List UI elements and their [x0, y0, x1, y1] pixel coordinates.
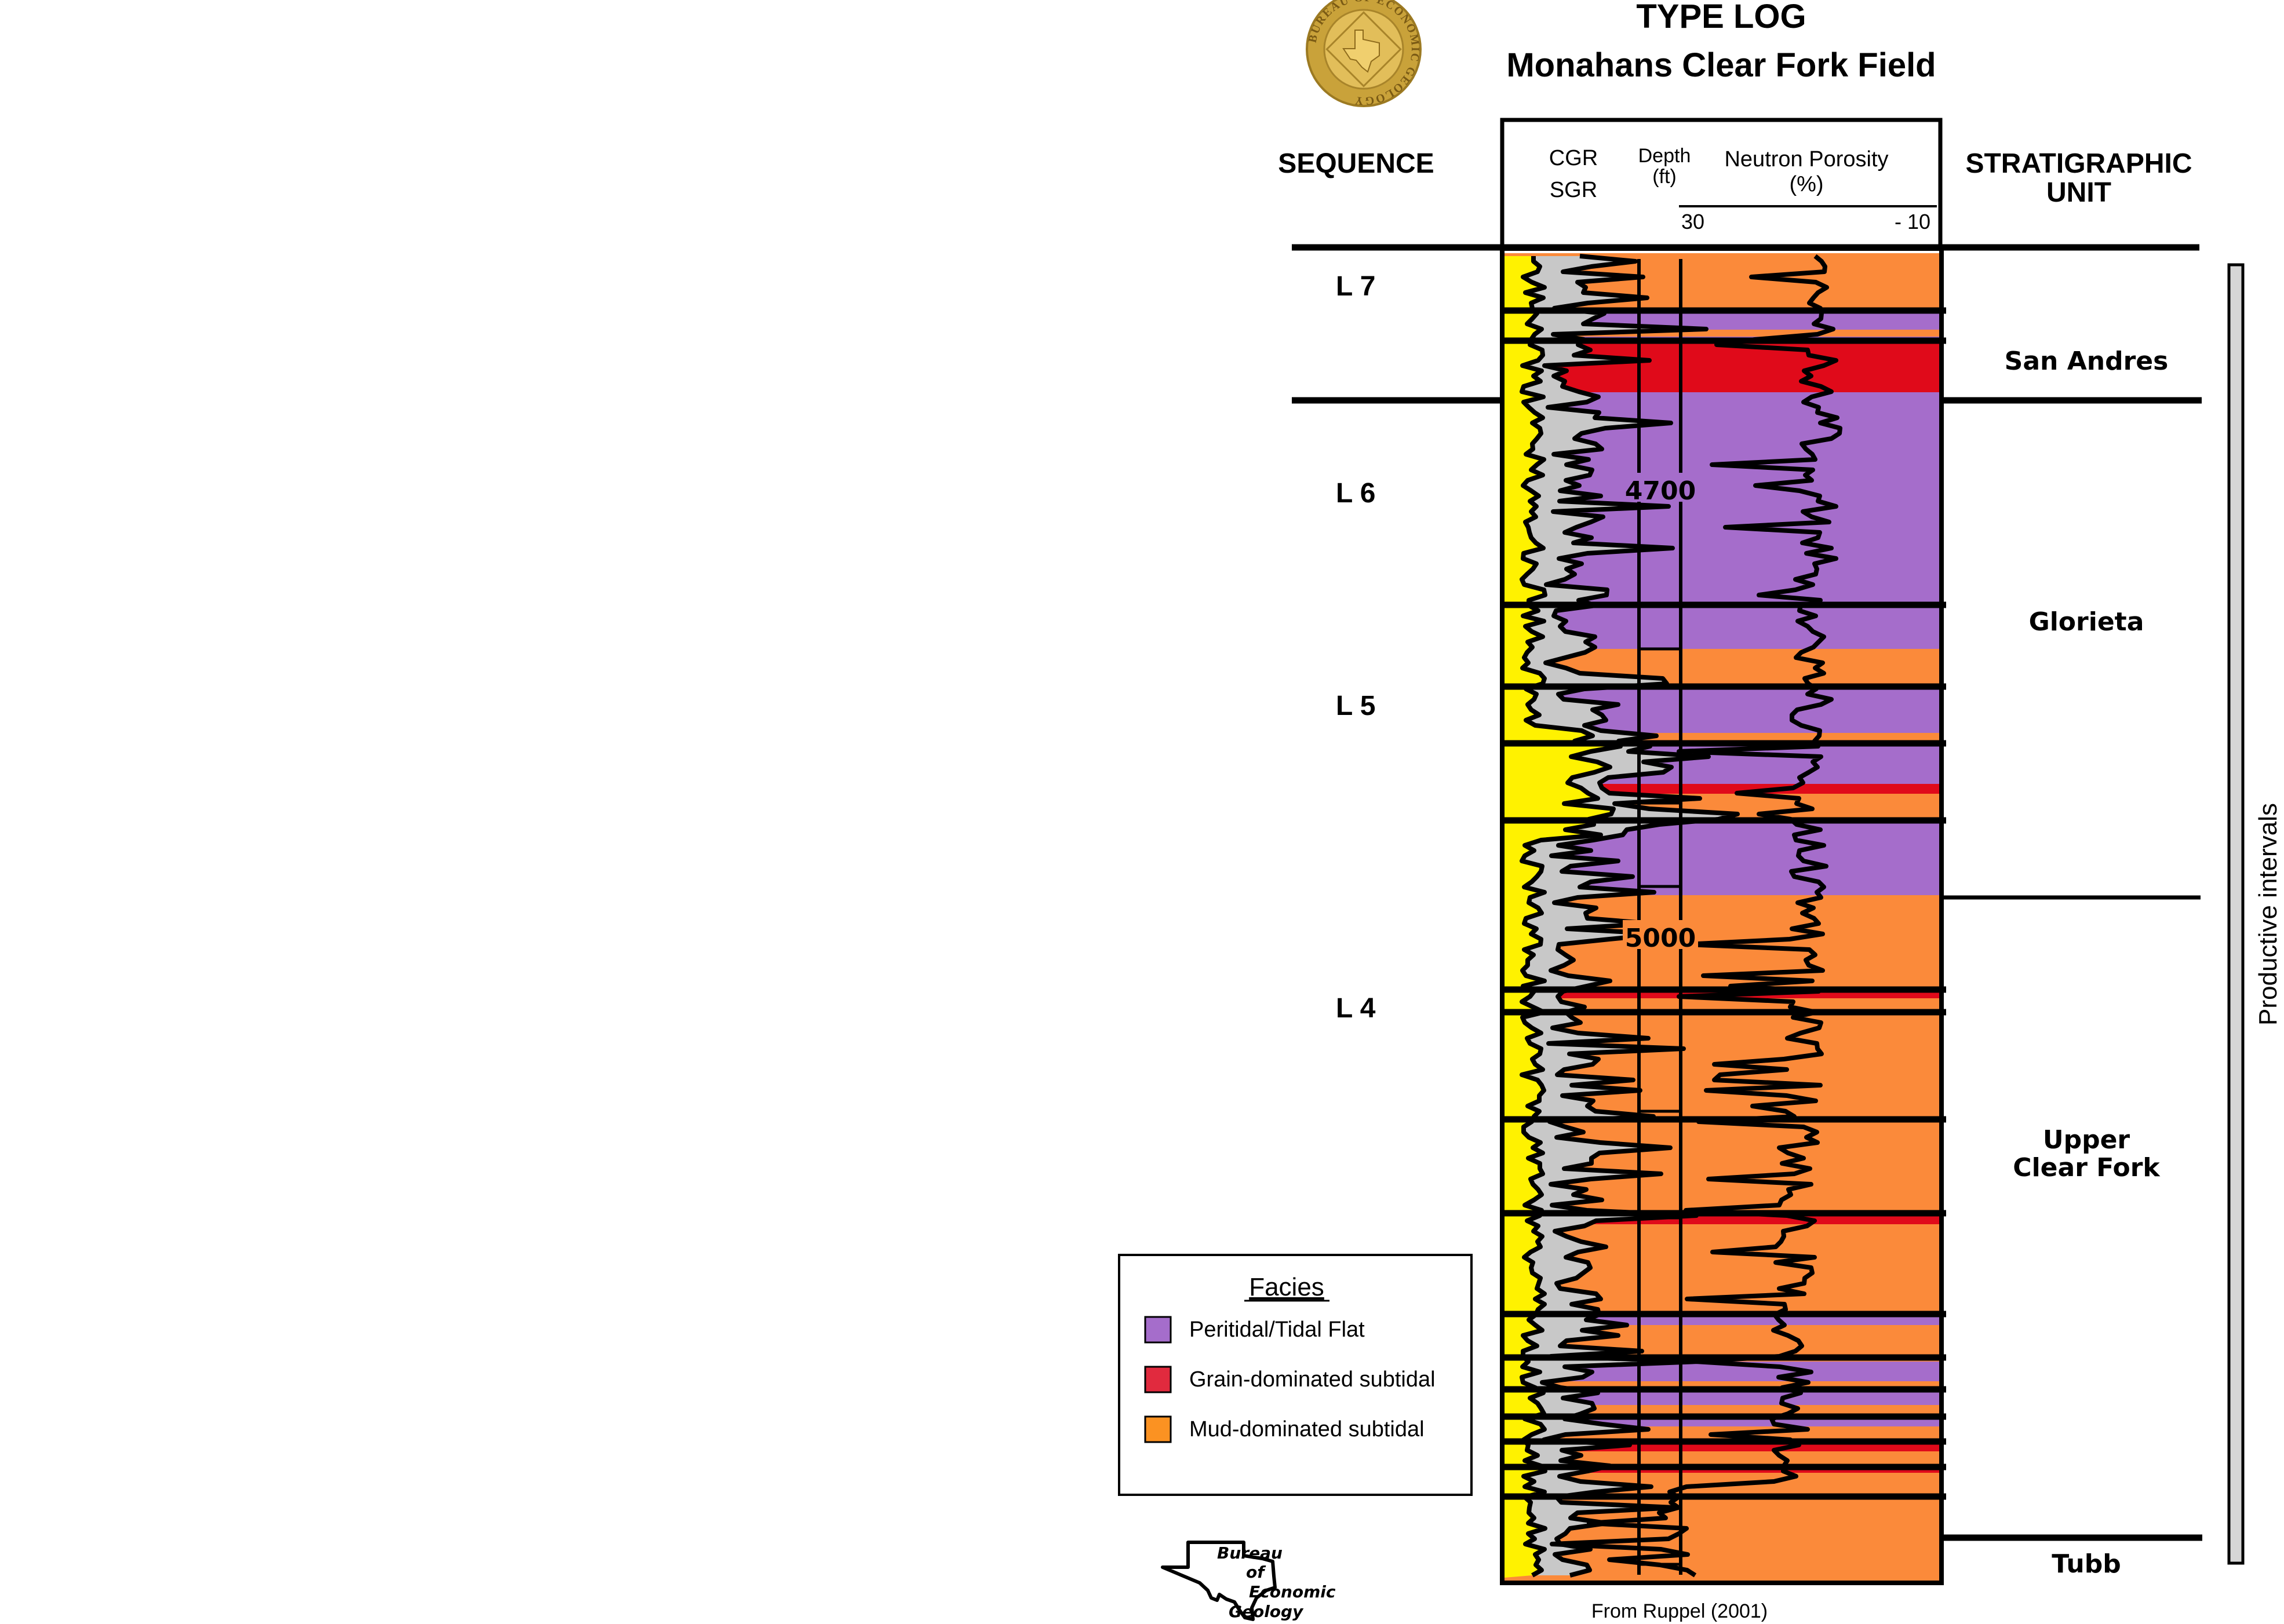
strat-unit-label: Glorieta — [2029, 607, 2144, 637]
legend-swatch — [1144, 1366, 1172, 1393]
porosity-scale-left: 30 — [1681, 210, 1704, 233]
strat-unit-label: Tubb — [2052, 1549, 2121, 1579]
bureau-seal-icon: BUREAU OF ECONOMIC GEOLOGY — [1306, 0, 1422, 107]
legend-item-label: Mud-dominated subtidal — [1189, 1417, 1425, 1441]
title-line1: TYPE LOG — [1636, 0, 1806, 35]
productive-intervals-bar: Productive intervals — [2227, 263, 2282, 1565]
sequence-label: L 7 — [1336, 271, 1375, 302]
sequence-heading: SEQUENCE — [1278, 148, 1434, 179]
texas-outline-icon — [1161, 1541, 1277, 1621]
sequence-label: L 5 — [1336, 691, 1375, 721]
log-header: CGR SGR Depth (ft) Neutron Porosity (%) … — [1500, 118, 1943, 251]
strat-unit-label: Upper — [2043, 1125, 2130, 1155]
strat-unit-label: Clear Fork — [2013, 1153, 2161, 1183]
citation: From Ruppel (2001) — [1591, 1600, 1768, 1622]
porosity-unit: (%) — [1789, 172, 1823, 196]
legend-swatch — [1144, 1415, 1172, 1443]
legend-title: Facies — [1249, 1273, 1324, 1301]
legend-swatch — [1144, 1316, 1172, 1344]
logo-line1: Bureau — [1217, 1543, 1283, 1563]
sgr-label: SGR — [1550, 178, 1597, 202]
depth-labels: 4700 5000 — [1623, 473, 1698, 953]
productive-intervals-label: Productive intervals — [2254, 803, 2282, 1026]
logo-line3: Economic — [1249, 1582, 1336, 1601]
cgr-label: CGR — [1549, 146, 1598, 170]
strat-unit-label: San Andres — [2005, 346, 2169, 376]
legend-item-label: Peritidal/Tidal Flat — [1189, 1318, 1365, 1342]
beg-logo: Bureau of Economic Geology — [1161, 1541, 1336, 1621]
logo-line4: Geology — [1229, 1602, 1304, 1621]
logo-line2: of — [1246, 1563, 1266, 1582]
depth-label: Depth — [1638, 145, 1691, 167]
depth-label: 4700 — [1625, 476, 1696, 506]
strat-heading-line2: UNIT — [2046, 177, 2111, 208]
sequence-label: L 4 — [1336, 993, 1376, 1024]
strat-heading-line1: STRATIGRAPHIC — [1965, 148, 2192, 179]
depth-unit: (ft) — [1652, 166, 1677, 188]
depth-label: 5000 — [1625, 924, 1696, 953]
facies-legend: Facies Peritidal/Tidal Flat Grain-dominate… — [1118, 1254, 1473, 1496]
sequence-boundaries — [1292, 244, 1941, 404]
legend-item-label: Grain-dominated subtidal — [1189, 1367, 1436, 1392]
sequence-labels: L 7 L 6 L 5 L 4 — [1336, 271, 1376, 1024]
strat-boundaries — [1941, 244, 2202, 1541]
title-line2: Monahans Clear Fork Field — [1506, 46, 1936, 84]
porosity-label: Neutron Porosity — [1724, 147, 1888, 171]
porosity-scale-right: - 10 — [1895, 210, 1930, 233]
sequence-label: L 6 — [1336, 478, 1375, 509]
log-track — [1500, 246, 1946, 1585]
